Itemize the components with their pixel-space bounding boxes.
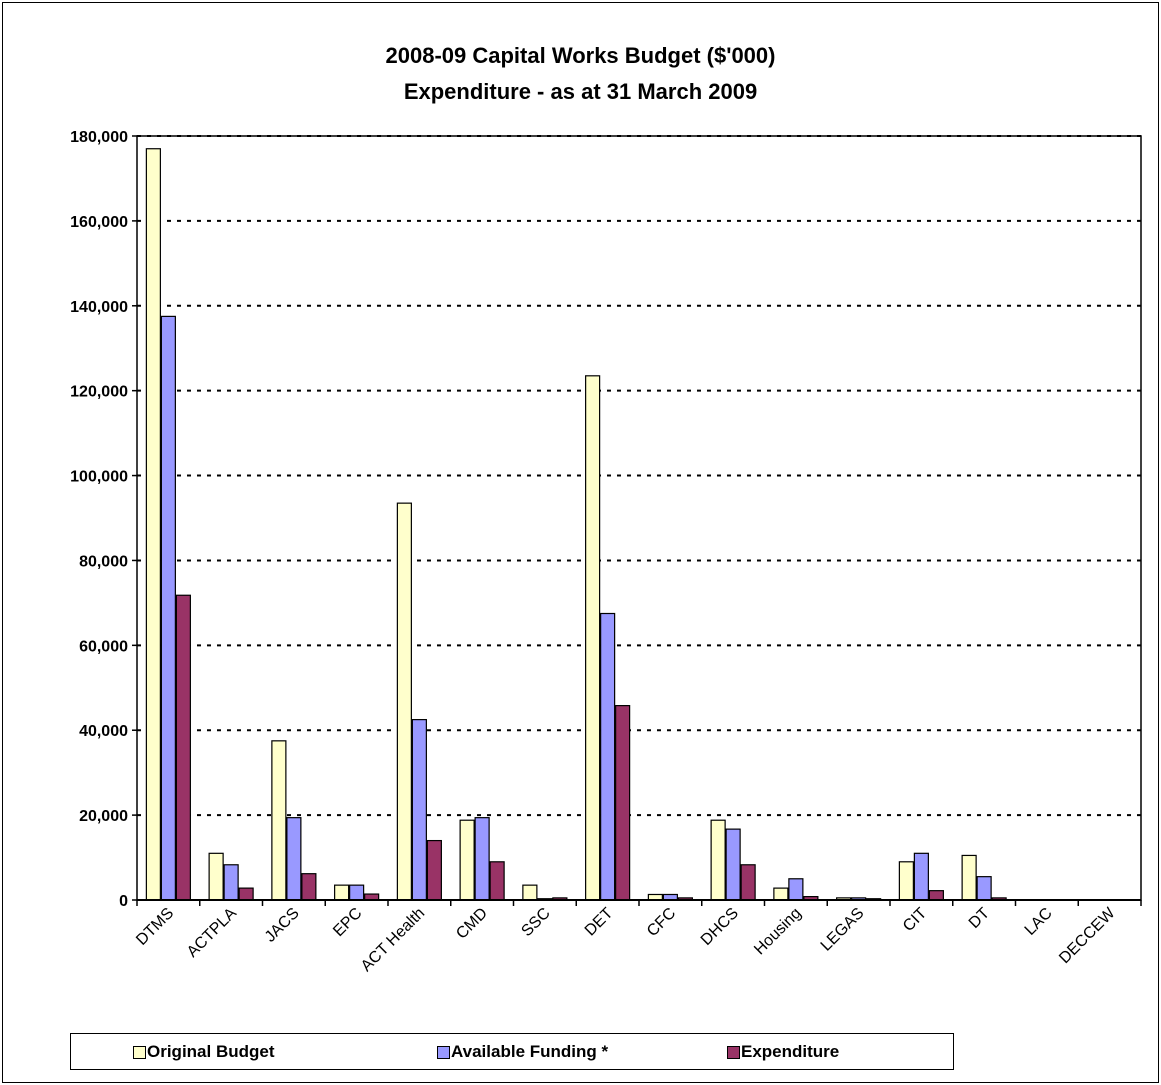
x-tick-label: CMD	[453, 905, 491, 943]
legend-swatch-expenditure	[727, 1045, 740, 1059]
bar	[615, 705, 631, 901]
x-tick-label: ACTPLA	[184, 905, 240, 961]
y-tick-label: 120,000	[70, 384, 128, 401]
bar	[961, 854, 977, 901]
chart-title: 2008-09 Capital Works Budget ($'000)	[385, 43, 776, 68]
y-tick-label: 140,000	[70, 299, 128, 316]
bar	[600, 612, 616, 901]
bar	[710, 819, 726, 901]
bar-chart: 180,000 160,000 140,000 120,000 100,000 80,00…	[70, 129, 1142, 975]
x-tick-label: CFC	[644, 905, 679, 940]
legend-item-expenditure: Expenditure	[727, 1042, 840, 1061]
legend-label-available-funding: Available Funding *	[451, 1042, 609, 1061]
y-axis-ticks: 180,000 160,000 140,000 120,000 100,000 80,00…	[70, 129, 137, 910]
chart-title-block: 2008-09 Capital Works Budget ($'000) Exp…	[0, 38, 1161, 110]
x-tick-label: ACT Health	[358, 905, 428, 975]
bar	[725, 828, 741, 901]
bar	[459, 819, 475, 901]
y-tick-label: 180,000	[70, 129, 128, 146]
bar	[585, 375, 601, 901]
y-tick-label: 20,000	[79, 808, 128, 825]
bar	[913, 852, 929, 901]
bar	[522, 884, 538, 901]
y-tick-label: 0	[119, 893, 128, 910]
bar	[160, 315, 176, 901]
bar	[773, 887, 789, 901]
y-tick-label: 40,000	[79, 723, 128, 740]
bar	[976, 876, 992, 901]
plot-area-border	[136, 135, 1142, 901]
gridlines	[137, 135, 1141, 817]
bar	[928, 890, 944, 901]
legend-swatch-original-budget	[133, 1045, 146, 1059]
bar	[175, 594, 191, 901]
bar	[474, 817, 490, 901]
bar	[286, 817, 302, 901]
x-tick-label: EPC	[330, 905, 365, 940]
bar	[238, 887, 254, 901]
bar	[334, 884, 350, 901]
x-tick-label: DECCEW	[1056, 904, 1119, 967]
y-tick-label: 160,000	[70, 214, 128, 231]
bar	[208, 852, 224, 901]
bar	[740, 864, 756, 901]
y-tick-label: 60,000	[79, 638, 128, 655]
bar	[489, 861, 505, 901]
bar	[145, 148, 161, 901]
bar	[396, 502, 412, 901]
bar	[898, 861, 914, 901]
x-tick-label: DTMS	[133, 905, 177, 949]
axes	[136, 135, 1142, 901]
x-tick-label: SSC	[518, 905, 553, 940]
x-tick-label: LEGAS	[818, 905, 868, 955]
bar	[426, 839, 442, 901]
legend-item-original-budget: Original Budget	[133, 1042, 275, 1061]
x-tick-label: LAC	[1022, 905, 1056, 939]
y-tick-label: 80,000	[79, 553, 128, 570]
x-tick-label: Housing	[751, 905, 805, 959]
bar	[271, 740, 287, 901]
x-tick-label: DT	[966, 905, 993, 932]
bar	[411, 719, 427, 901]
x-tick-label: JACS	[262, 905, 303, 946]
bar	[788, 878, 804, 901]
bar	[349, 884, 365, 901]
x-tick-label: CIT	[900, 905, 930, 935]
bars	[145, 148, 1007, 901]
legend-label-expenditure: Expenditure	[741, 1042, 840, 1061]
x-tick-label: DET	[582, 905, 617, 940]
bar	[301, 873, 317, 901]
legend-label-original-budget: Original Budget	[147, 1042, 275, 1061]
legend-item-available-funding: Available Funding *	[437, 1042, 609, 1061]
x-tick-label: DHCS	[698, 905, 742, 949]
bar	[223, 864, 239, 901]
legend: Original Budget Available Funding * Expe…	[70, 1033, 954, 1070]
legend-swatch-available-funding	[437, 1045, 450, 1059]
chart-subtitle: Expenditure - as at 31 March 2009	[403, 79, 758, 104]
y-tick-label: 100,000	[70, 469, 128, 486]
